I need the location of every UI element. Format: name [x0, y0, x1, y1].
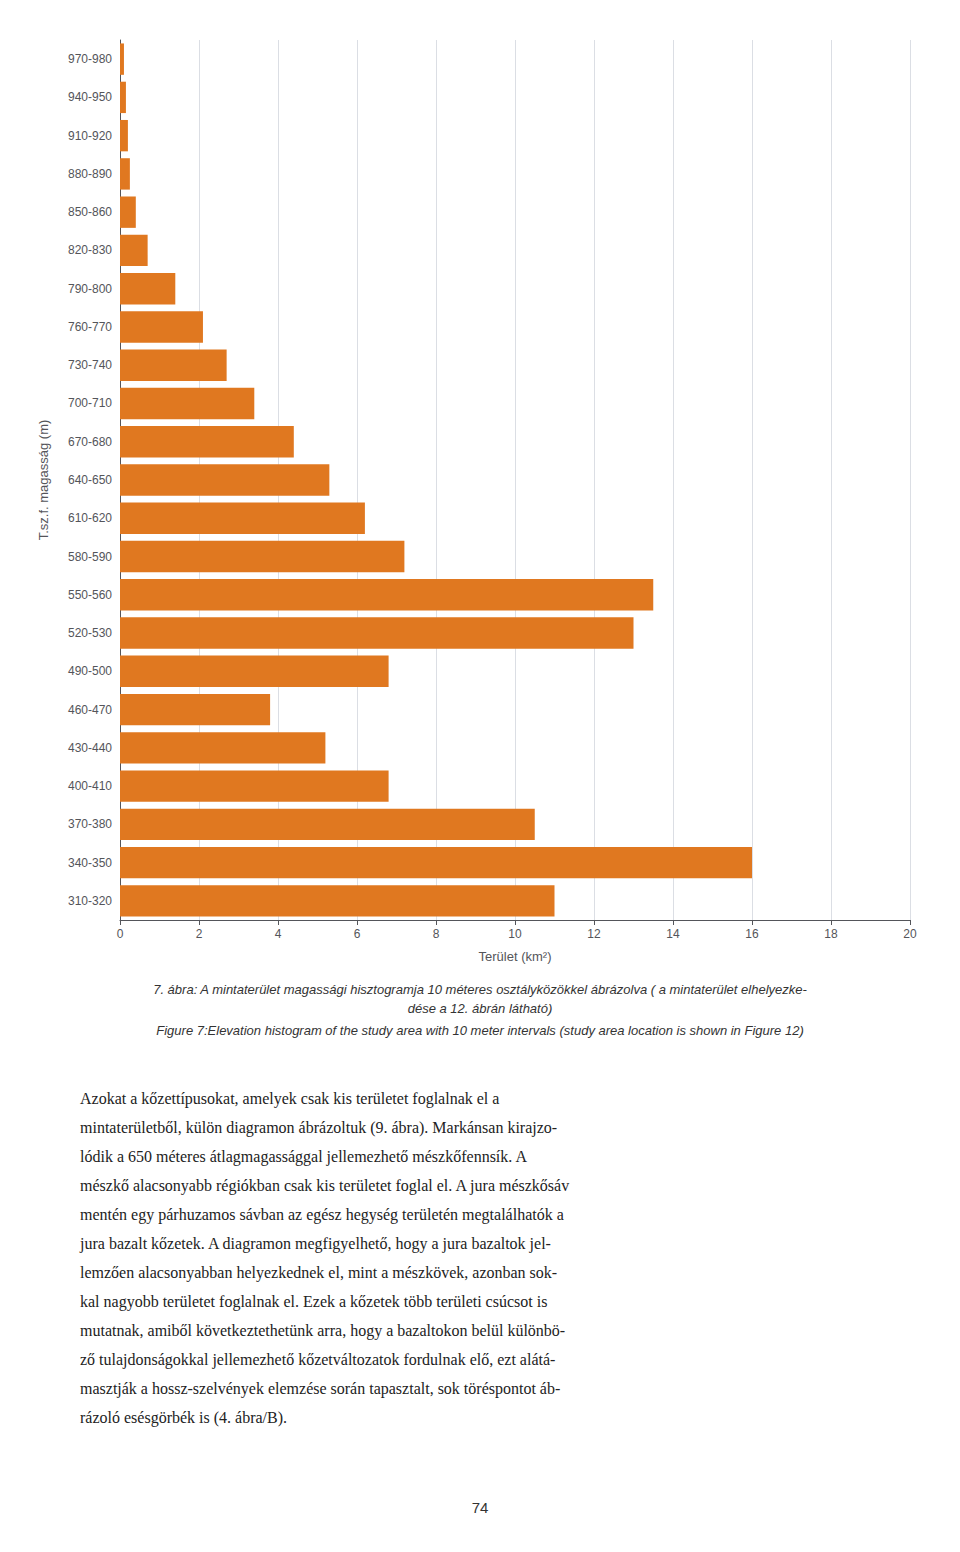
svg-text:lódik a 650 méteres átlagmagas: lódik a 650 méteres átlagmagassággal jel… — [80, 1148, 527, 1166]
svg-text:rázoló esésgörbék is (4. ábra/: rázoló esésgörbék is (4. ábra/B). — [80, 1409, 287, 1427]
svg-text:mintaterületből, külön diagram: mintaterületből, külön diagramon ábrázol… — [80, 1119, 557, 1137]
svg-text:940-950: 940-950 — [68, 90, 112, 104]
svg-text:580-590: 580-590 — [68, 550, 112, 564]
svg-text:670-680: 670-680 — [68, 435, 112, 449]
svg-text:850-860: 850-860 — [68, 205, 112, 219]
svg-text:490-500: 490-500 — [68, 664, 112, 678]
svg-text:7. ábra: A mintaterület magass: 7. ábra: A mintaterület magassági hiszto… — [153, 982, 807, 997]
svg-text:6: 6 — [354, 927, 361, 941]
svg-text:2: 2 — [196, 927, 203, 941]
svg-text:8: 8 — [433, 927, 440, 941]
svg-text:20: 20 — [903, 927, 917, 941]
svg-text:310-320: 310-320 — [68, 894, 112, 908]
svg-text:550-560: 550-560 — [68, 588, 112, 602]
svg-text:mutatnak, amiből következtethe: mutatnak, amiből következtethetünk arra,… — [80, 1322, 565, 1340]
svg-text:18: 18 — [824, 927, 838, 941]
svg-text:700-710: 700-710 — [68, 396, 112, 410]
svg-text:790-800: 790-800 — [68, 282, 112, 296]
svg-text:520-530: 520-530 — [68, 626, 112, 640]
svg-text:760-770: 760-770 — [68, 320, 112, 334]
svg-text:460-470: 460-470 — [68, 703, 112, 717]
svg-text:14: 14 — [666, 927, 680, 941]
svg-text:610-620: 610-620 — [68, 511, 112, 525]
svg-text:400-410: 400-410 — [68, 779, 112, 793]
svg-text:10: 10 — [508, 927, 522, 941]
svg-text:970-980: 970-980 — [68, 52, 112, 66]
svg-text:16: 16 — [745, 927, 759, 941]
svg-text:kal nagyobb területet foglalna: kal nagyobb területet foglalnak el. Ezek… — [80, 1293, 547, 1311]
svg-text:T.sz.f. magasság (m): T.sz.f. magasság (m) — [36, 420, 51, 541]
svg-text:Terület (km²): Terület (km²) — [479, 949, 552, 964]
svg-text:0: 0 — [117, 927, 124, 941]
svg-text:4: 4 — [275, 927, 282, 941]
svg-text:dése a 12. ábrán látható): dése a 12. ábrán látható) — [408, 1001, 553, 1016]
svg-text:74: 74 — [472, 1499, 489, 1516]
svg-text:730-740: 730-740 — [68, 358, 112, 372]
svg-text:masztják a hossz-szelvények el: masztják a hossz-szelvények elemzése sor… — [80, 1380, 560, 1398]
svg-text:430-440: 430-440 — [68, 741, 112, 755]
svg-text:640-650: 640-650 — [68, 473, 112, 487]
svg-text:12: 12 — [587, 927, 601, 941]
svg-text:880-890: 880-890 — [68, 167, 112, 181]
svg-text:mészkő alacsonyabb régiókban c: mészkő alacsonyabb régiókban csak kis te… — [80, 1177, 569, 1195]
svg-text:jura bazalt kőzetek. A diagram: jura bazalt kőzetek. A diagramon megfigy… — [79, 1235, 551, 1253]
svg-text:910-920: 910-920 — [68, 129, 112, 143]
svg-text:370-380: 370-380 — [68, 817, 112, 831]
svg-text:lemzően alacsonyabban helyezke: lemzően alacsonyabban helyezkednek el, m… — [80, 1264, 557, 1282]
svg-text:Figure 7:Elevation histogram o: Figure 7:Elevation histogram of the stud… — [156, 1023, 803, 1038]
svg-text:mentén egy párhuzamos sávban a: mentén egy párhuzamos sávban az egész he… — [80, 1206, 564, 1224]
svg-text:Azokat a kőzettípusokat, amely: Azokat a kőzettípusokat, amelyek csak ki… — [80, 1090, 499, 1108]
svg-text:340-350: 340-350 — [68, 856, 112, 870]
svg-text:ző tulajdonságokkal jellemezhe: ző tulajdonságokkal jellemezhető kőzetvá… — [80, 1351, 555, 1369]
svg-text:820-830: 820-830 — [68, 243, 112, 257]
